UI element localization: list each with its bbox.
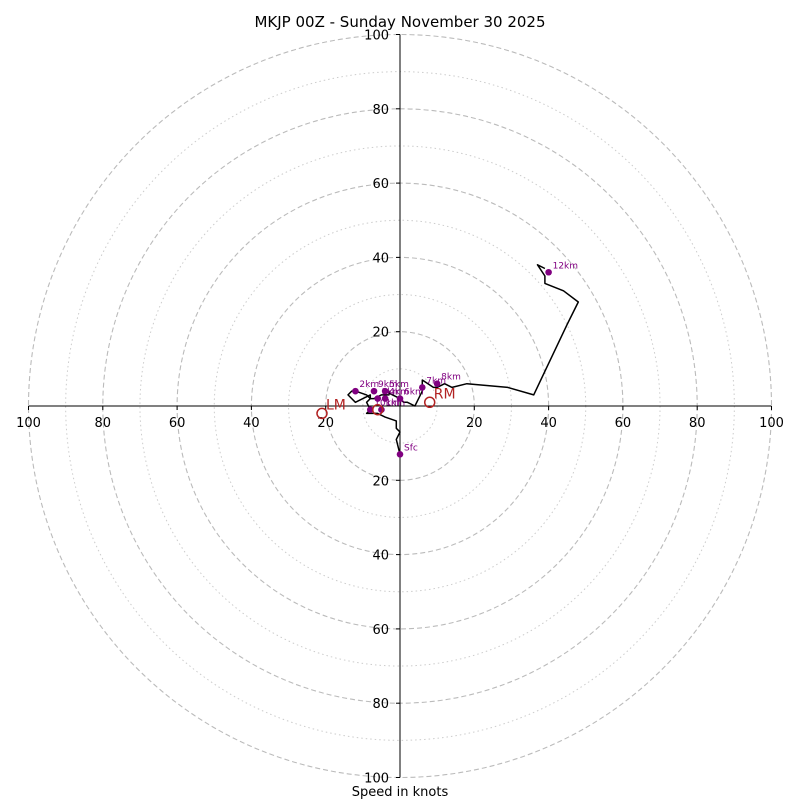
y-tick-label: 60 — [372, 177, 389, 192]
y-tick-label: 80 — [372, 697, 389, 712]
height-marker-label: 12km — [553, 261, 578, 271]
height-marker-point — [545, 268, 552, 276]
storm-motion-label: LM — [326, 397, 346, 413]
height-marker-label: 4km — [389, 388, 409, 398]
height-marker-label: Sfc — [404, 443, 418, 453]
y-tick-label: 40 — [372, 251, 389, 266]
height-marker-point — [433, 380, 441, 388]
height-marker-label: 8km — [441, 373, 461, 383]
storm-motion-circle — [371, 403, 384, 416]
height-marker-point — [366, 406, 374, 414]
x-tick-label: 80 — [689, 416, 706, 431]
x-tick-label: 40 — [243, 416, 260, 431]
x-tick-label: 20 — [466, 416, 483, 431]
height-marker-point — [396, 450, 404, 458]
height-marker-label: 1km — [385, 399, 405, 409]
height-marker-label: 9km — [378, 380, 398, 390]
height-marker-label: 2km — [359, 380, 379, 390]
height-marker-point — [396, 395, 404, 402]
height-marker-label: 5km — [389, 380, 409, 390]
x-tick-label: 80 — [95, 416, 112, 431]
x-axis-label: Speed in knots — [352, 785, 449, 800]
height-marker-label: 3km — [382, 388, 402, 398]
storm-motion-circle — [316, 407, 328, 420]
y-tick-label: 80 — [372, 103, 389, 118]
height-marker-point — [418, 384, 426, 391]
height-marker-point — [370, 387, 378, 395]
height-marker-label: 6km — [404, 388, 424, 398]
y-tick-label: 100 — [364, 772, 389, 787]
axes — [28, 34, 772, 778]
storm-motion-markers: LM RM — [316, 386, 456, 420]
x-tick-label: 20 — [317, 416, 334, 431]
height-marker-point — [381, 395, 389, 402]
chart-title: MKJP 00Z - Sunday November 30 2025 — [254, 13, 545, 31]
storm-motion-circle — [423, 396, 436, 409]
y-tick-label: 20 — [372, 474, 389, 489]
height-markers: Sfc1km2km3km4km5km6km7km8km9km10km12km — [352, 261, 578, 458]
height-marker-point — [352, 387, 359, 395]
y-tick-label: 40 — [372, 549, 389, 564]
x-tick-label: 60 — [169, 416, 186, 431]
height-marker-point — [381, 387, 389, 395]
x-tick-label: 100 — [759, 416, 784, 431]
y-tick-label: 100 — [364, 29, 389, 44]
x-tick-label: 100 — [16, 416, 41, 431]
x-tick-label: 60 — [615, 416, 632, 431]
height-marker-point — [374, 395, 382, 402]
tick-labels: 100 80 60 40 20 20 40 60 80 100 100 80 60 40 20 20 40 60 8… — [16, 29, 784, 787]
y-tick-label: 60 — [372, 623, 389, 638]
y-tick-label: 20 — [372, 326, 389, 341]
x-tick-label: 40 — [540, 416, 557, 431]
storm-motion-label: RM — [434, 386, 456, 402]
height-marker-label: 10km — [374, 399, 399, 409]
